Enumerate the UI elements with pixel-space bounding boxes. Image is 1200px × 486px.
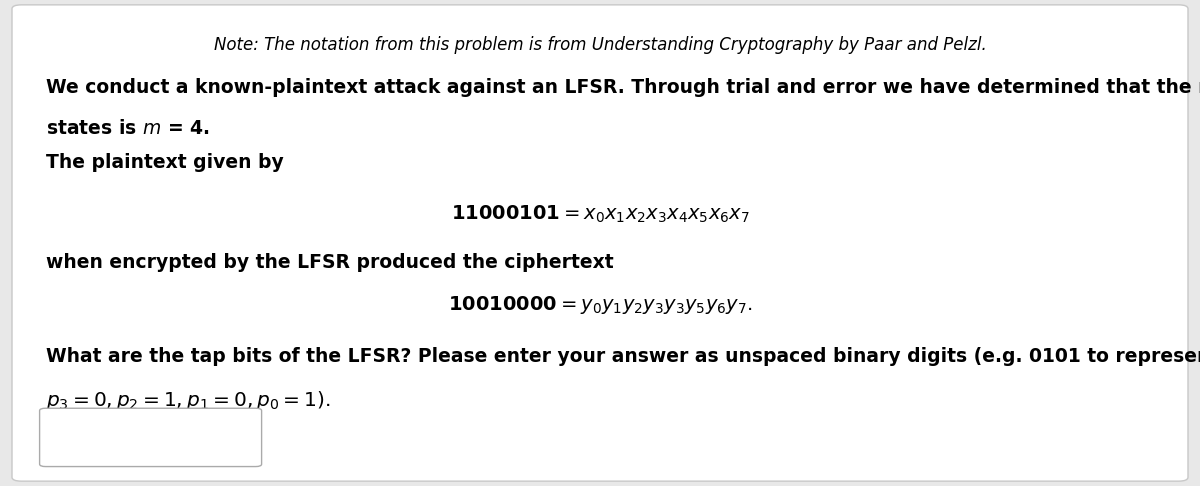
Text: We conduct a known-plaintext attack against an LFSR. Through trial and error we : We conduct a known-plaintext attack agai… xyxy=(46,78,1200,97)
Text: $\mathbf{10010000} = y_0 y_1 y_2 y_3 y_3 y_5 y_6 y_7.$: $\mathbf{10010000} = y_0 y_1 y_2 y_3 y_3… xyxy=(448,294,752,316)
Text: when encrypted by the LFSR produced the ciphertext: when encrypted by the LFSR produced the … xyxy=(46,253,613,272)
FancyBboxPatch shape xyxy=(40,408,262,467)
Text: The plaintext given by: The plaintext given by xyxy=(46,153,283,172)
FancyBboxPatch shape xyxy=(12,5,1188,481)
Text: $p_3 = 0, p_2 = 1, p_1 = 0, p_0 = 1).$: $p_3 = 0, p_2 = 1, p_1 = 0, p_0 = 1).$ xyxy=(46,389,330,412)
Text: What are the tap bits of the LFSR? Please enter your answer as unspaced binary d: What are the tap bits of the LFSR? Pleas… xyxy=(46,347,1200,366)
Text: $\mathbf{11000101} = x_0 x_1 x_2 x_3 x_4 x_5 x_6 x_7$: $\mathbf{11000101} = x_0 x_1 x_2 x_3 x_4… xyxy=(450,204,750,226)
Text: Note: The notation from this problem is from Understanding Cryptography by Paar : Note: The notation from this problem is … xyxy=(214,36,986,54)
Text: states is $m$ = 4.: states is $m$ = 4. xyxy=(46,119,209,138)
